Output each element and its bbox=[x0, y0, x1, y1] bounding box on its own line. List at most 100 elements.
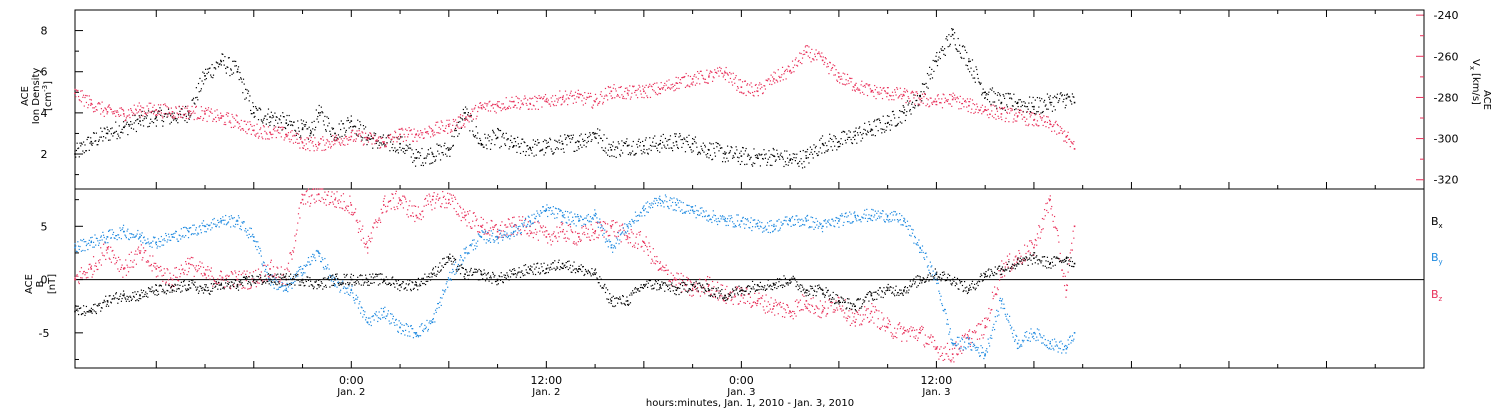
scatter-dot bbox=[126, 237, 127, 238]
scatter-dot bbox=[973, 71, 974, 72]
scatter-dot bbox=[628, 90, 629, 91]
scatter-dot bbox=[994, 286, 995, 287]
scatter-dot bbox=[137, 230, 138, 231]
scatter-dot bbox=[836, 307, 837, 308]
scatter-dot bbox=[84, 271, 85, 272]
scatter-dot bbox=[155, 263, 156, 264]
scatter-dot bbox=[329, 204, 330, 205]
data-point bbox=[854, 215, 856, 217]
scatter-dot bbox=[138, 247, 139, 248]
scatter-dot bbox=[765, 88, 766, 89]
scatter-dot bbox=[294, 247, 295, 248]
scatter-dot bbox=[488, 110, 489, 111]
scatter-dot bbox=[766, 306, 767, 307]
scatter-dot bbox=[366, 317, 367, 318]
scatter-dot bbox=[574, 243, 575, 244]
scatter-dot bbox=[484, 147, 485, 148]
scatter-dot bbox=[1013, 94, 1014, 95]
data-point bbox=[1049, 102, 1051, 104]
scatter-dot bbox=[548, 142, 549, 143]
scatter-dot bbox=[944, 359, 945, 360]
scatter-dot bbox=[399, 197, 400, 198]
scatter-dot bbox=[773, 303, 774, 304]
scatter-dot bbox=[915, 338, 916, 339]
scatter-dot bbox=[618, 143, 619, 144]
scatter-dot bbox=[446, 207, 447, 208]
scatter-dot bbox=[880, 122, 881, 123]
scatter-dot bbox=[614, 149, 615, 150]
scatter-dot bbox=[809, 154, 810, 155]
scatter-dot bbox=[300, 266, 301, 267]
scatter-dot bbox=[740, 79, 741, 80]
scatter-dot bbox=[696, 142, 697, 143]
scatter-dot bbox=[219, 275, 220, 276]
scatter-dot bbox=[93, 242, 94, 243]
scatter-dot bbox=[157, 247, 158, 248]
scatter-dot bbox=[902, 333, 903, 334]
scatter-dot bbox=[392, 144, 393, 145]
scatter-dot bbox=[538, 95, 539, 96]
scatter-dot bbox=[475, 135, 476, 136]
scatter-dot bbox=[863, 319, 864, 320]
scatter-dot bbox=[641, 150, 642, 151]
data-point bbox=[74, 153, 76, 155]
scatter-dot bbox=[988, 308, 989, 309]
scatter-dot bbox=[306, 143, 307, 144]
scatter-dot bbox=[271, 134, 272, 135]
scatter-dot bbox=[670, 281, 671, 282]
scatter-dot bbox=[456, 122, 457, 123]
scatter-dot bbox=[665, 90, 666, 91]
scatter-dot bbox=[1040, 116, 1041, 117]
scatter-dot bbox=[551, 244, 552, 245]
scatter-dot bbox=[847, 139, 848, 140]
scatter-dot bbox=[977, 74, 978, 75]
left-tick-label: 8 bbox=[41, 25, 48, 38]
scatter-dot bbox=[531, 150, 532, 151]
scatter-dot bbox=[462, 217, 463, 218]
scatter-dot bbox=[364, 128, 365, 129]
scatter-dot bbox=[423, 165, 424, 166]
scatter-dot bbox=[147, 105, 148, 106]
scatter-dot bbox=[522, 139, 523, 140]
scatter-dot bbox=[1036, 111, 1037, 112]
scatter-dot bbox=[556, 237, 557, 238]
data-point bbox=[302, 142, 304, 144]
data-point bbox=[871, 215, 873, 217]
scatter-dot bbox=[241, 120, 242, 121]
scatter-dot bbox=[912, 91, 913, 92]
scatter-dot bbox=[1063, 273, 1064, 274]
scatter-dot bbox=[532, 98, 533, 99]
scatter-dot bbox=[201, 273, 202, 274]
scatter-dot bbox=[263, 119, 264, 120]
scatter-dot bbox=[446, 125, 447, 126]
scatter-dot bbox=[878, 92, 879, 93]
scatter-dot bbox=[775, 299, 776, 300]
scatter-dot bbox=[614, 235, 615, 236]
scatter-dot bbox=[167, 114, 168, 115]
scatter-dot bbox=[847, 318, 848, 319]
scatter-dot bbox=[326, 205, 327, 206]
scatter-dot bbox=[337, 200, 338, 201]
scatter-dot bbox=[319, 200, 320, 201]
scatter-dot bbox=[424, 137, 425, 138]
scatter-dot bbox=[387, 313, 388, 314]
scatter-dot bbox=[993, 91, 994, 92]
scatter-dot bbox=[906, 90, 907, 91]
scatter-dot bbox=[671, 148, 672, 149]
scatter-dot bbox=[127, 115, 128, 116]
scatter-dot bbox=[565, 237, 566, 238]
scatter-dot bbox=[666, 81, 667, 82]
scatter-dot bbox=[546, 140, 547, 141]
scatter-dot bbox=[987, 319, 988, 320]
scatter-dot bbox=[609, 93, 610, 94]
scatter-dot bbox=[603, 236, 604, 237]
scatter-dot bbox=[292, 135, 293, 136]
scatter-dot bbox=[615, 147, 616, 148]
scatter-dot bbox=[494, 111, 495, 112]
scatter-dot bbox=[811, 49, 812, 50]
scatter-dot bbox=[309, 261, 310, 262]
scatter-dot bbox=[1034, 113, 1035, 114]
scatter-dot bbox=[346, 138, 347, 139]
scatter-dot bbox=[132, 112, 133, 113]
scatter-dot bbox=[1025, 260, 1026, 261]
